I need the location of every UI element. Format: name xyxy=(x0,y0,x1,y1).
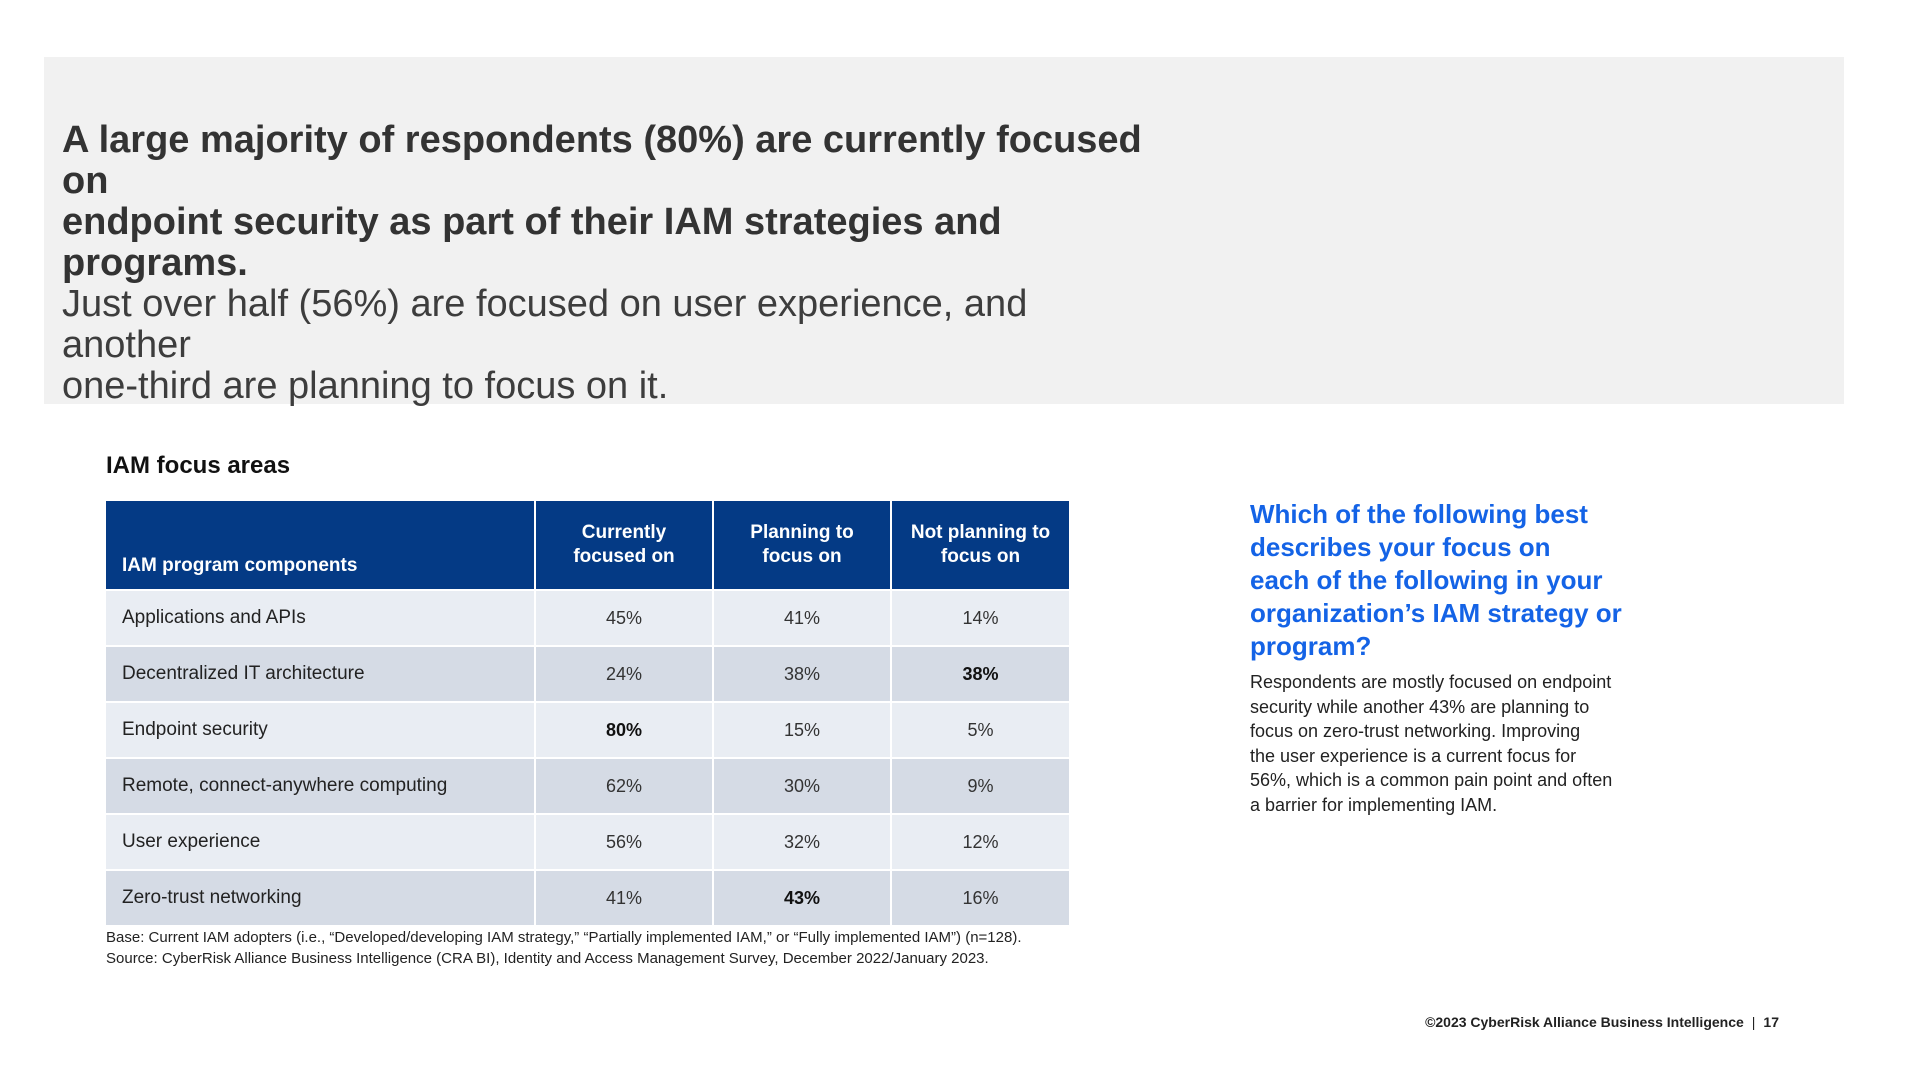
column-header-planning-line2: focus on xyxy=(762,546,842,567)
table-row: Remote, connect-anywhere computing 62% 30%… xyxy=(106,757,1069,814)
row-label: Applications and APIs xyxy=(106,589,536,646)
row-label: Decentralized IT architecture xyxy=(106,645,536,702)
column-header-planning-line1: Planning to xyxy=(750,522,854,543)
survey-summary-line: focus on zero-trust networking. Improvin… xyxy=(1250,721,1581,741)
page-footer: ©2023 CyberRisk Alliance Business Intell… xyxy=(1425,1014,1779,1030)
survey-question-line: program? xyxy=(1250,631,1372,661)
table-row: Endpoint security 80% 15% 5% xyxy=(106,701,1069,758)
cell-value: 80% xyxy=(535,701,714,758)
cell-value: 15% xyxy=(713,701,892,758)
column-header-not-planning-line1: Not planning to xyxy=(910,522,1051,543)
column-header-currently: Currently focused on xyxy=(535,501,714,590)
footnote-base: Base: Current IAM adopters (i.e., “Devel… xyxy=(106,929,1022,946)
column-header-not-planning: Not planning to focus on xyxy=(891,501,1069,590)
cell-value: 38% xyxy=(713,645,892,702)
survey-question-line: each of the following in your xyxy=(1250,565,1603,595)
survey-question-line: Which of the following best xyxy=(1250,499,1588,529)
copyright-text: ©2023 CyberRisk Alliance Business Intell… xyxy=(1425,1014,1744,1030)
hero-normal-line-1: Just over half (56%) are focused on user… xyxy=(62,283,1028,366)
table-row: Applications and APIs 45% 41% 14% xyxy=(106,589,1069,646)
survey-summary-line: security while another 43% are planning … xyxy=(1250,696,1590,717)
survey-summary-line: the user experience is a current focus f… xyxy=(1250,745,1577,766)
cell-value: 9% xyxy=(891,757,1069,814)
table-row: Decentralized IT architecture 24% 38% 38% xyxy=(106,645,1069,702)
cell-value: 30% xyxy=(713,757,892,814)
page-number: 17 xyxy=(1763,1014,1779,1030)
cell-value: 24% xyxy=(535,645,714,702)
cell-value: 56% xyxy=(535,813,714,870)
cell-value: 41% xyxy=(713,589,892,646)
hero-bold-line-2: endpoint security as part of their IAM s… xyxy=(62,201,1002,284)
survey-summary-line: Respondents are mostly focused on endpoi… xyxy=(1250,672,1612,692)
cell-value: 41% xyxy=(535,869,714,925)
column-header-currently-line1: Currently xyxy=(581,522,667,543)
survey-summary-line: a barrier for implementing IAM. xyxy=(1250,794,1498,815)
cell-value: 38% xyxy=(891,645,1069,702)
row-label: Remote, connect-anywhere computing xyxy=(106,757,536,814)
cell-value: 5% xyxy=(891,701,1069,758)
table-body: Applications and APIs 45% 41% 14% Decentrali… xyxy=(106,589,1069,925)
row-label: Endpoint security xyxy=(106,701,536,758)
cell-value: 62% xyxy=(535,757,714,814)
chart-title: IAM focus areas xyxy=(106,452,291,479)
cell-value: 32% xyxy=(713,813,892,870)
hero-normal-line-2: one-third are planning to focus on it. xyxy=(62,365,669,407)
column-header-currently-line2: focused on xyxy=(573,546,675,567)
hero-headline: A large majority of respondents (80%) ar… xyxy=(62,120,1162,407)
column-header-components: IAM program components xyxy=(106,501,536,590)
row-label: User experience xyxy=(106,813,536,870)
survey-question-line: organization’s IAM strategy or xyxy=(1250,598,1622,628)
survey-question-line: describes your focus on xyxy=(1250,532,1551,562)
footnote: Base: Current IAM adopters (i.e., “Devel… xyxy=(106,927,1022,969)
survey-question: Which of the following best describes yo… xyxy=(1250,498,1650,663)
table-header-row: IAM program components Currently focused… xyxy=(106,501,1069,590)
column-header-not-planning-line2: focus on xyxy=(940,546,1021,567)
column-header-planning: Planning to focus on xyxy=(713,501,892,590)
row-label: Zero-trust networking xyxy=(106,869,536,925)
hero-bold-line-1: A large majority of respondents (80%) ar… xyxy=(62,119,1142,202)
survey-summary-line: 56%, which is a common pain point and of… xyxy=(1250,770,1613,790)
cell-value: 16% xyxy=(891,869,1069,925)
table-row: User experience 56% 32% 12% xyxy=(106,813,1069,870)
iam-focus-table: IAM program components Currently focused… xyxy=(106,501,1069,925)
footer-separator: | xyxy=(1751,1014,1756,1030)
survey-summary: Respondents are mostly focused on endpoi… xyxy=(1250,670,1660,817)
table-row: Zero-trust networking 41% 43% 16% xyxy=(106,869,1069,925)
cell-value: 45% xyxy=(535,589,714,646)
cell-value: 14% xyxy=(891,589,1069,646)
footnote-source: Source: CyberRisk Alliance Business Inte… xyxy=(106,950,989,967)
cell-value: 12% xyxy=(891,813,1069,870)
cell-value: 43% xyxy=(713,869,892,925)
hero-banner xyxy=(44,57,1844,404)
